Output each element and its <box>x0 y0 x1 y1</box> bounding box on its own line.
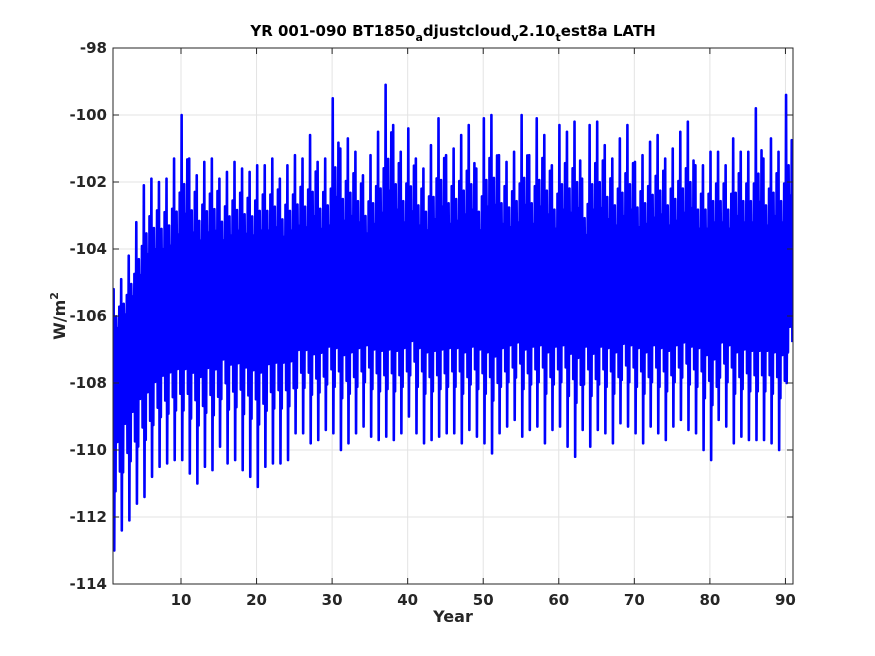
y-axis-label: W/m2 <box>48 292 69 340</box>
x-axis-label: Year <box>432 607 473 626</box>
y-tick-label: -110 <box>69 441 107 459</box>
title-part-3: v <box>511 31 519 44</box>
title-part-5: t <box>556 31 561 44</box>
x-tick-label: 10 <box>171 591 192 609</box>
x-tick-label: 80 <box>699 591 720 609</box>
chart-title: YR 001-090 BT1850adjustcloudv2.10test8a … <box>249 22 655 44</box>
x-tick-label: 90 <box>775 591 796 609</box>
title-part-1: a <box>415 31 422 44</box>
y-axis-label-sup: 2 <box>48 292 61 300</box>
x-tick-label: 30 <box>322 591 343 609</box>
y-tick-label: -108 <box>69 374 107 392</box>
y-tick-label: -106 <box>69 307 107 325</box>
ticks <box>113 47 793 585</box>
y-tick-label: -114 <box>69 575 107 593</box>
title-part-4: 2.10 <box>519 22 556 40</box>
title-part-6: est8a LATH <box>561 22 656 40</box>
x-tick-label: 70 <box>624 591 645 609</box>
x-tick-label: 20 <box>246 591 267 609</box>
series-line <box>113 83 793 552</box>
x-tick-label: 60 <box>548 591 569 609</box>
x-tick-label: 50 <box>473 591 494 609</box>
y-tick-labels: -114 -112 -110 -108 -106 -104 -102 -100 -98 <box>69 39 107 593</box>
y-tick-label: -102 <box>69 173 107 191</box>
x-tick-label: 40 <box>397 591 418 609</box>
title-part-0: YR 001-090 BT1850 <box>249 22 415 40</box>
y-axis-label-base: W/m <box>50 300 69 340</box>
title-part-2: djustcloud <box>423 22 511 40</box>
x-tick-labels: 10 20 30 40 50 60 70 80 90 <box>171 591 796 609</box>
y-tick-label: -104 <box>69 240 107 258</box>
y-tick-label: -98 <box>80 39 107 57</box>
y-tick-label: -112 <box>69 508 107 526</box>
y-tick-label: -100 <box>69 106 107 124</box>
